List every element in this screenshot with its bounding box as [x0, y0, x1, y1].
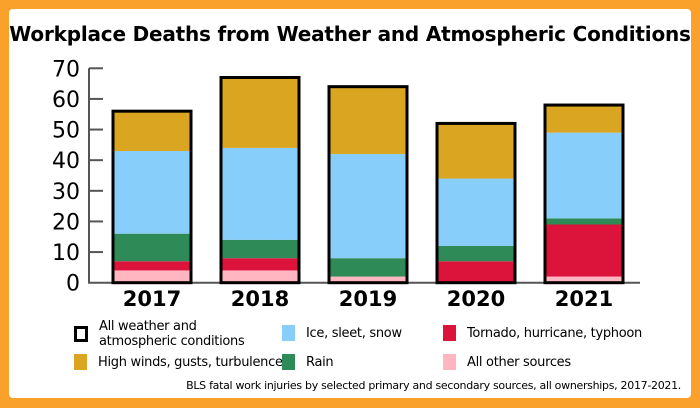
bar-segment-ice-sleet-snow — [221, 147, 299, 240]
legend-swatch — [443, 325, 456, 341]
bar-segment-rain — [545, 218, 623, 225]
bar-segment-all-other-sources — [329, 276, 407, 283]
legend-swatch — [443, 354, 456, 370]
bar-segment-high-winds-gusts-turbulence — [329, 86, 407, 155]
legend-item-ice: Ice, sleet, snow — [282, 325, 402, 341]
bar-segment-high-winds-gusts-turbulence — [113, 111, 191, 151]
legend-label: Tornado, hurricane, typhoon — [467, 325, 642, 341]
bar-total-outline — [111, 109, 193, 285]
bar-segment-tornado-hurricane-typhoon — [113, 261, 191, 271]
legend-item-winds: High winds, gusts, turbulence — [74, 354, 283, 370]
bar-segment-ice-sleet-snow — [113, 150, 191, 234]
bar-segment-rain — [329, 258, 407, 277]
y-tick-label: 10 — [52, 241, 80, 266]
y-tick-label: 40 — [52, 149, 80, 174]
x-tick-label: 2020 — [447, 287, 505, 311]
legend-label: High winds, gusts, turbulence — [98, 354, 283, 370]
legend-label: Rain — [306, 354, 334, 370]
bar-segment-ice-sleet-snow — [329, 154, 407, 259]
legend-item-tornado: Tornado, hurricane, typhoon — [443, 325, 642, 341]
y-tick-label: 0 — [66, 272, 80, 297]
legend-item-rain: Rain — [282, 354, 334, 370]
footnote: BLS fatal work injuries by selected prim… — [186, 379, 681, 392]
y-tick-label: 50 — [52, 119, 80, 144]
x-tick-label: 2019 — [339, 287, 397, 311]
bar-total-outline — [327, 85, 409, 285]
bar-segment-ice-sleet-snow — [545, 132, 623, 219]
legend-label: Ice, sleet, snow — [306, 325, 402, 341]
x-tick-label: 2017 — [123, 287, 181, 311]
bar-total-outline — [543, 103, 625, 285]
legend-item-total: All weather and atmospheric conditions — [74, 319, 249, 349]
legend-label: All weather and atmospheric conditions — [99, 319, 245, 349]
bar-segment-high-winds-gusts-turbulence — [545, 105, 623, 133]
y-tick-label: 60 — [52, 88, 80, 113]
legend-swatch — [282, 325, 295, 341]
bar-segment-rain — [221, 239, 299, 259]
legend-item-other: All other sources — [443, 354, 571, 370]
bar-segment-high-winds-gusts-turbulence — [221, 77, 299, 148]
legend-swatch-total — [74, 326, 88, 342]
chart-title: Workplace Deaths from Weather and Atmosp… — [9, 22, 691, 46]
bar-segment-rain — [113, 233, 191, 262]
x-tick-label: 2021 — [555, 287, 613, 311]
bar-total-outline — [219, 75, 301, 285]
bar-segment-rain — [437, 245, 515, 262]
legend-swatch — [74, 354, 87, 370]
bar-segment-tornado-hurricane-typhoon — [437, 261, 515, 283]
y-tick-label: 70 — [52, 57, 80, 82]
bar-segment-all-other-sources — [221, 270, 299, 283]
x-tick-label: 2018 — [231, 287, 289, 311]
y-tick-label: 20 — [52, 210, 80, 235]
legend-swatch — [282, 354, 295, 370]
bar-segment-high-winds-gusts-turbulence — [437, 123, 515, 179]
bar-segment-tornado-hurricane-typhoon — [545, 224, 623, 277]
bar-total-outline — [435, 121, 517, 285]
bar-segment-all-other-sources — [113, 270, 191, 283]
y-tick-label: 30 — [52, 180, 80, 205]
bar-segment-ice-sleet-snow — [437, 178, 515, 246]
legend-label: All other sources — [467, 354, 571, 370]
bar-segment-all-other-sources — [545, 276, 623, 283]
bar-segment-tornado-hurricane-typhoon — [221, 258, 299, 271]
